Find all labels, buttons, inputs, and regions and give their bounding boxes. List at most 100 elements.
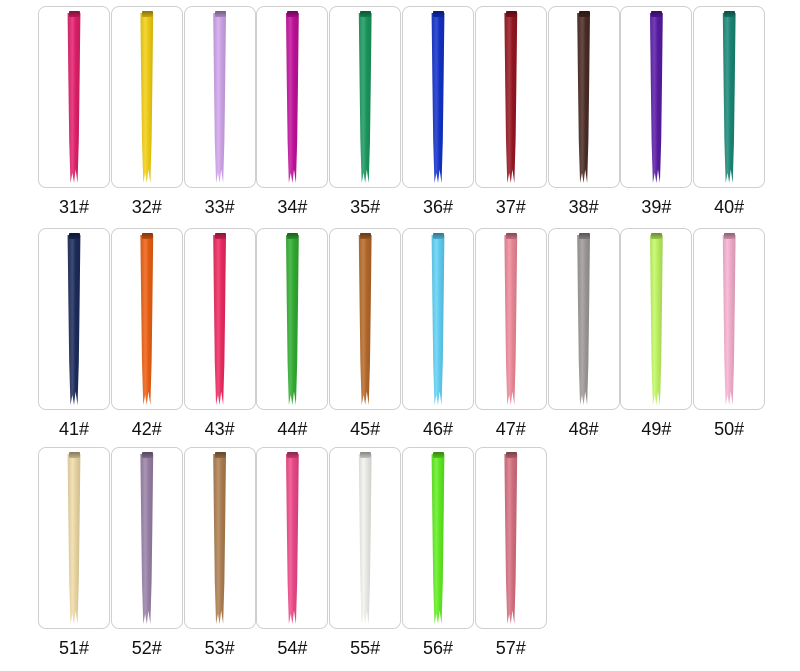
hair-clip-icon — [724, 11, 736, 17]
swatch-item[interactable]: 40# — [693, 6, 766, 226]
swatch-item[interactable]: 48# — [547, 228, 620, 448]
swatch-label: 32# — [131, 197, 162, 217]
swatch-card — [547, 6, 620, 188]
swatch-card — [620, 6, 693, 188]
hair-strand-image — [649, 235, 663, 405]
hair-clip-icon — [360, 452, 372, 458]
swatch-item[interactable]: 42# — [110, 228, 183, 448]
swatch-item[interactable]: 45# — [329, 228, 402, 448]
swatch-label: 54# — [277, 638, 308, 658]
swatch-item[interactable]: 47# — [474, 228, 547, 448]
swatch-label: 57# — [495, 638, 526, 658]
swatch-label: 43# — [204, 419, 235, 439]
hair-clip-icon — [214, 233, 226, 239]
hair-strand-image — [67, 235, 81, 405]
swatch-label: 39# — [641, 197, 672, 217]
hair-strand-image — [358, 235, 372, 405]
swatch-item[interactable]: 32# — [110, 6, 183, 226]
swatch-card — [183, 228, 256, 410]
swatch-card — [402, 6, 474, 188]
hair-clip-icon — [433, 11, 444, 17]
swatch-item[interactable]: 39# — [620, 6, 693, 226]
swatch-card — [402, 228, 474, 410]
swatch-item[interactable]: 50# — [693, 228, 766, 448]
swatch-label: 46# — [422, 419, 454, 439]
swatch-label: 37# — [495, 197, 526, 217]
hair-strand-image — [358, 13, 372, 183]
swatch-label: 53# — [204, 638, 235, 658]
hair-clip-icon — [360, 233, 372, 239]
swatch-item[interactable]: 53# — [183, 447, 256, 667]
hair-strand-image — [140, 235, 154, 405]
swatch-item[interactable]: 43# — [183, 228, 256, 448]
swatch-item[interactable]: 44# — [256, 228, 329, 448]
swatch-label: 44# — [277, 419, 308, 439]
hair-strand-image — [213, 454, 226, 624]
swatch-label: 33# — [204, 197, 235, 217]
swatch-card — [620, 228, 693, 410]
swatch-card — [110, 6, 183, 188]
hair-clip-icon — [214, 11, 226, 17]
hair-clip-icon — [505, 233, 517, 239]
swatch-item[interactable]: 46# — [402, 228, 474, 448]
swatch-item[interactable]: 34# — [256, 6, 329, 226]
swatch-card — [474, 228, 547, 410]
hair-clip-icon — [505, 11, 517, 17]
hair-clip-icon — [141, 11, 153, 17]
swatch-label: 51# — [58, 638, 90, 658]
swatch-card — [474, 447, 547, 629]
hair-clip-icon — [287, 233, 299, 239]
swatch-card — [402, 447, 474, 629]
swatch-item[interactable]: 33# — [183, 6, 256, 226]
swatch-card — [256, 228, 329, 410]
swatch-label: 42# — [131, 419, 162, 439]
hair-clip-icon — [69, 11, 80, 17]
swatch-item[interactable]: 35# — [329, 6, 402, 226]
swatch-label: 56# — [422, 638, 454, 658]
hair-clip-icon — [141, 233, 153, 239]
swatch-item[interactable]: 49# — [620, 228, 693, 448]
swatch-item[interactable]: 37# — [474, 6, 547, 226]
hair-clip-icon — [287, 452, 299, 458]
swatch-item[interactable]: 51# — [38, 447, 110, 667]
swatch-label: 52# — [131, 638, 162, 658]
swatch-label: 47# — [495, 419, 526, 439]
swatch-card — [693, 6, 766, 188]
hair-clip-icon — [69, 452, 80, 458]
hair-strand-image — [285, 235, 299, 405]
swatch-card — [329, 447, 402, 629]
swatch-label: 49# — [641, 419, 672, 439]
swatch-card — [329, 6, 402, 188]
swatch-label: 38# — [568, 197, 599, 217]
hair-clip-icon — [69, 233, 80, 239]
hair-strand-image — [722, 235, 736, 405]
swatch-item[interactable]: 56# — [402, 447, 474, 667]
swatch-card — [110, 447, 183, 629]
swatch-card — [474, 6, 547, 188]
hair-strand-image — [140, 13, 154, 183]
swatch-item[interactable]: 52# — [110, 447, 183, 667]
swatch-item[interactable]: 54# — [256, 447, 329, 667]
hair-strand-image — [504, 235, 518, 405]
hair-strand-image — [431, 235, 445, 405]
swatch-card — [183, 6, 256, 188]
swatch-item[interactable]: 36# — [402, 6, 474, 226]
swatch-item[interactable]: 31# — [38, 6, 110, 226]
swatch-card — [256, 447, 329, 629]
hair-strand-image — [504, 13, 518, 183]
hair-clip-icon — [651, 11, 663, 17]
swatch-item[interactable]: 38# — [547, 6, 620, 226]
hair-strand-image — [213, 235, 226, 405]
swatch-item[interactable]: 41# — [38, 228, 110, 448]
swatch-item[interactable]: 57# — [474, 447, 547, 667]
hair-clip-icon — [360, 11, 372, 17]
hair-clip-icon — [578, 233, 590, 239]
swatch-label: 40# — [714, 197, 745, 217]
swatch-card — [693, 228, 766, 410]
swatch-label: 41# — [58, 419, 90, 439]
swatch-item[interactable]: 55# — [329, 447, 402, 667]
hair-clip-icon — [287, 11, 299, 17]
hair-clip-icon — [214, 452, 226, 458]
swatch-card — [547, 228, 620, 410]
swatch-card — [110, 228, 183, 410]
